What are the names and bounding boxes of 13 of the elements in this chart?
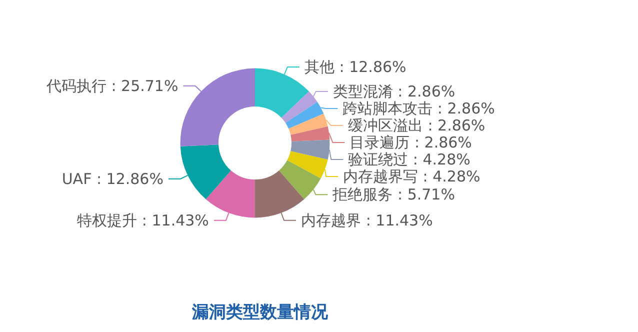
slice-label: 拒绝服务 : 5.71%: [332, 186, 455, 204]
slice-label: 特权提升 : 11.43%: [77, 211, 209, 230]
slice-label: UAF : 12.86%: [62, 170, 164, 188]
slice-label: 其他 : 12.86%: [304, 58, 406, 76]
slice-label: 内存越界写 : 4.28%: [343, 167, 480, 186]
slice-label: 内存越界 : 11.43%: [301, 211, 433, 230]
slice-label: 目录遍历 : 2.86%: [350, 133, 472, 152]
slice-label: 类型混淆 : 2.86%: [332, 82, 456, 100]
slice-label: 代码执行 : 25.71%: [45, 76, 178, 95]
text: 漏洞类型数量情况: [191, 302, 329, 322]
slice-label: 缓冲区溢出 : 2.86%: [348, 116, 486, 134]
slice-label: 跨站脚本攻击 : 2.86%: [342, 99, 495, 118]
slice-label: 验证绕过 : 4.28%: [348, 150, 470, 168]
